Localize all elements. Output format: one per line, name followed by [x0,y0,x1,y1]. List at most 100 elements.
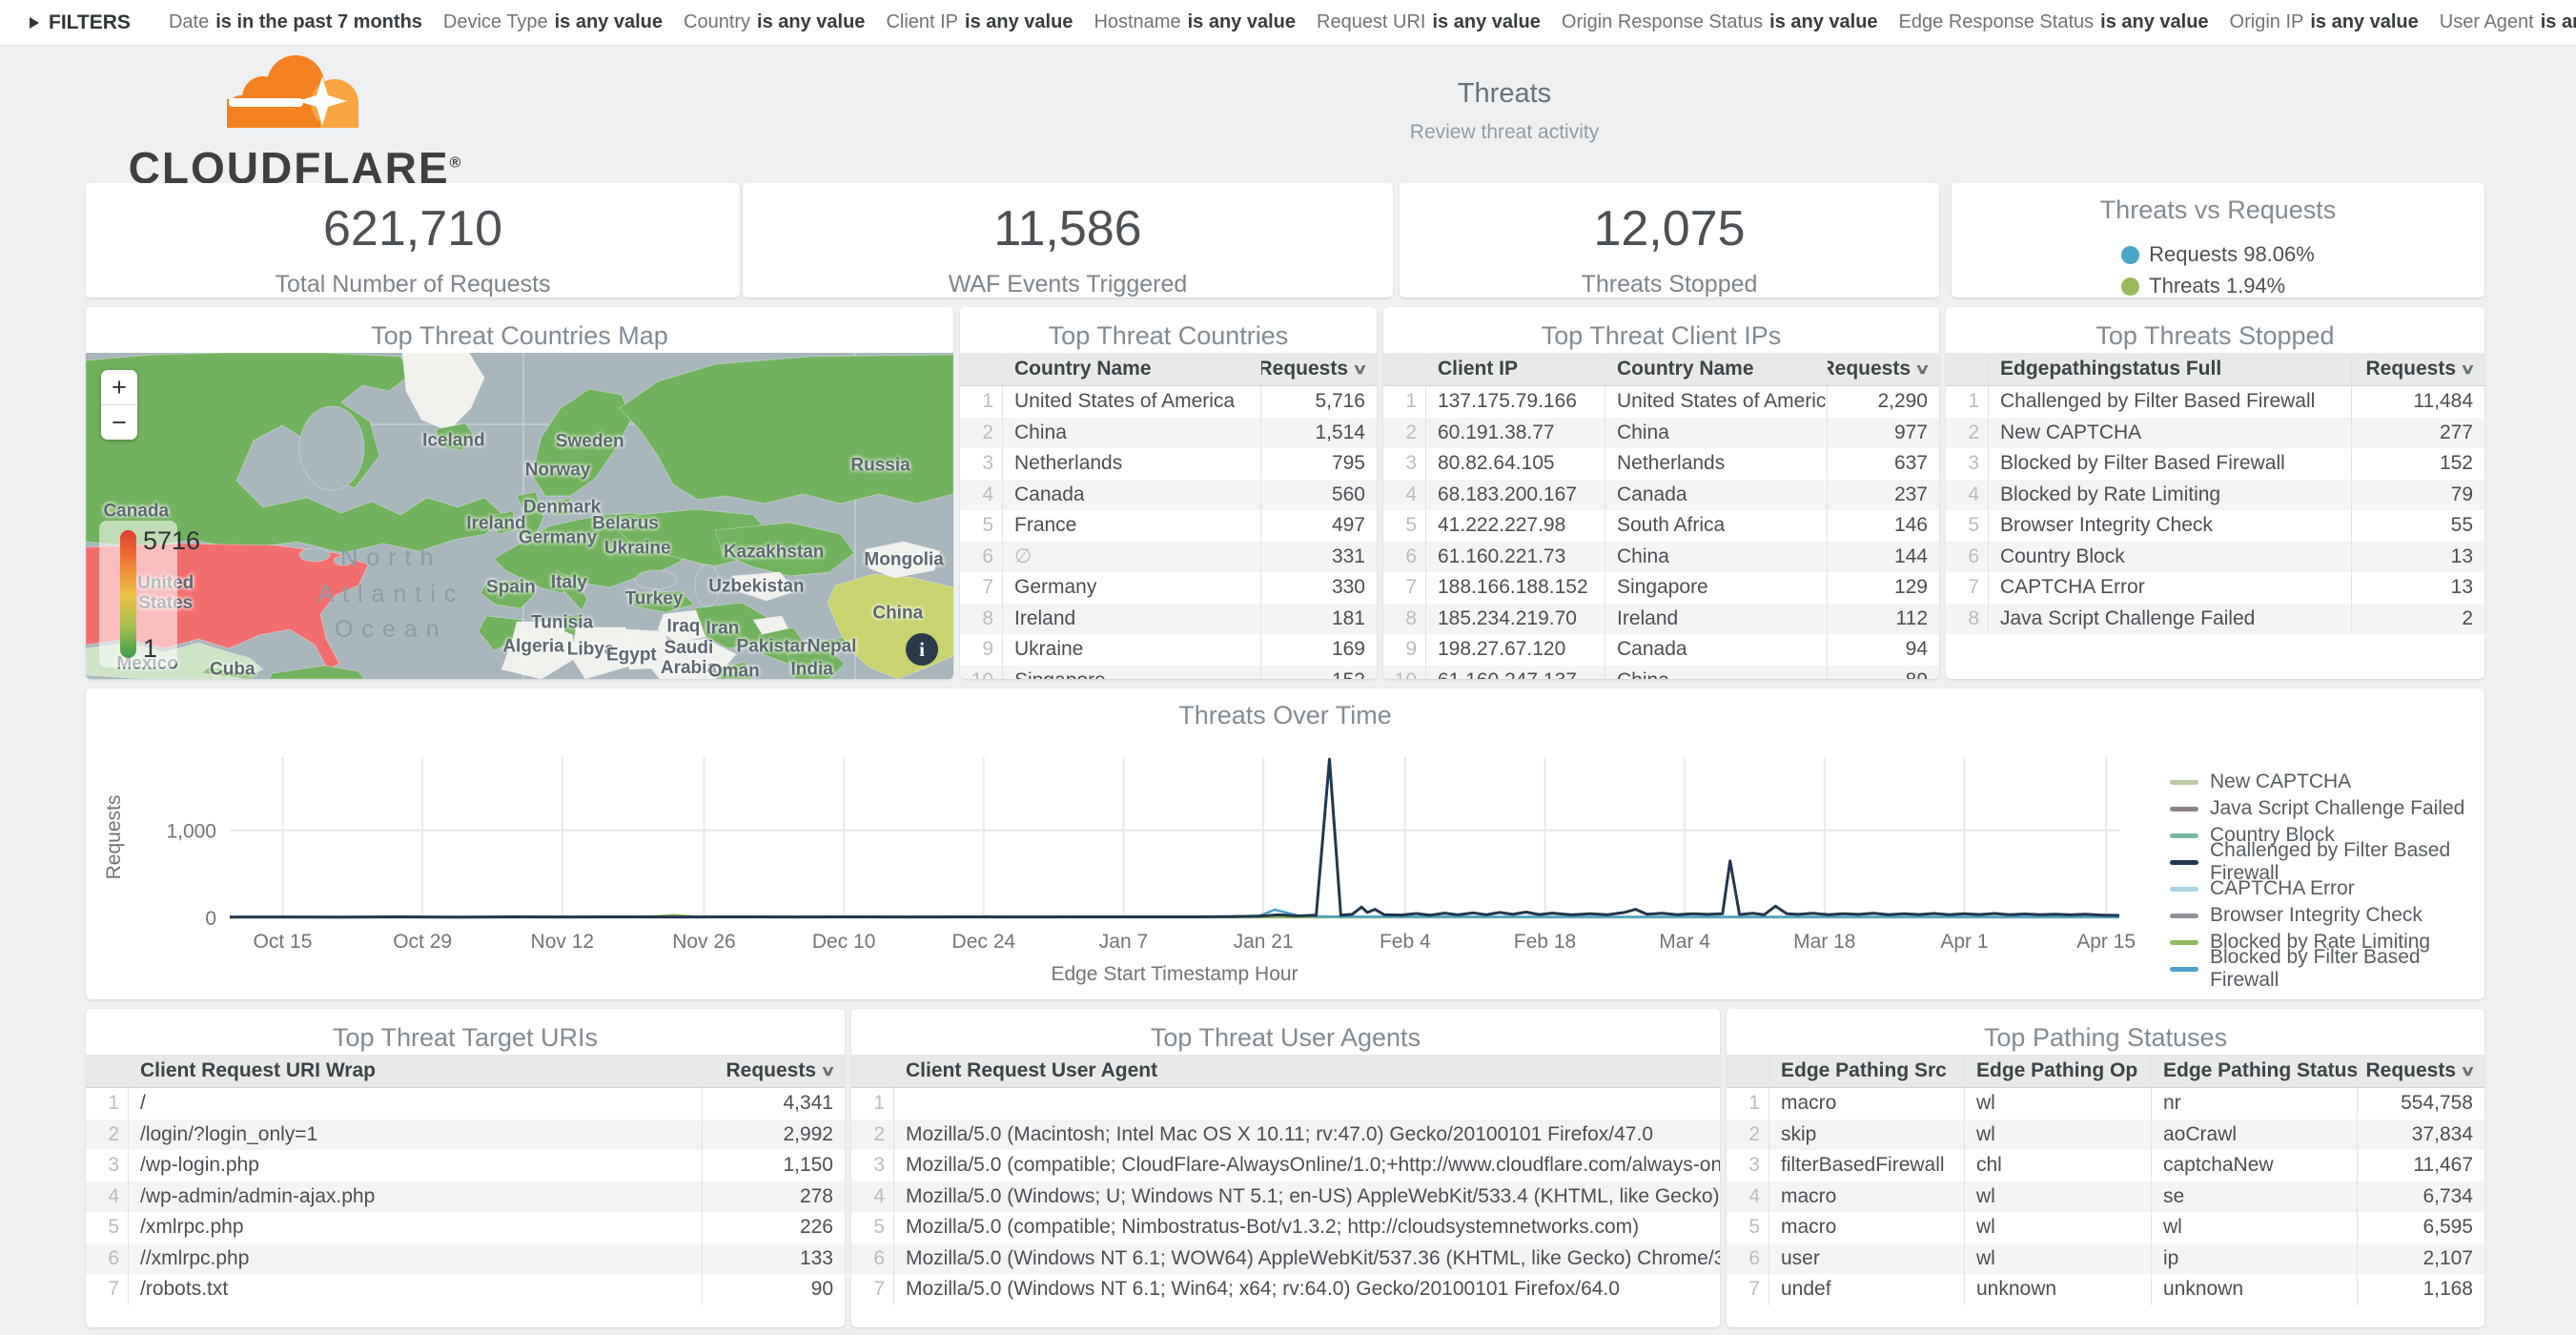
table-row[interactable]: 7 Mozilla/5.0 (Windows NT 6.1; Win64; x64… [851,1274,1720,1305]
table-row[interactable]: 9 198.27.67.120 Canada 94 [1383,634,1939,666]
table-row[interactable]: 8 185.234.219.70 Ireland 112 [1383,603,1939,634]
table-row[interactable]: 10Singapore152 [960,665,1377,679]
chart-legend-item[interactable]: Browser Integrity Check [2170,902,2484,929]
table-row[interactable]: 6 Mozilla/5.0 (Windows NT 6.1; WOW64) App… [851,1243,1720,1274]
table-row[interactable]: 1 137.175.79.166 United States of America 2… [1383,386,1939,418]
card-title: Top Threat Countries [1048,321,1289,350]
filter-item[interactable]: Edge Response Status is any value [1899,11,2209,33]
chart-legend-item[interactable]: Challenged by Filter Based Firewall [2170,839,2484,884]
table-row[interactable]: 4 Canada 560 [960,479,1377,510]
svg-text:Jan 21: Jan 21 [1234,931,1294,953]
table-row[interactable]: 2 60.191.38.77 China 977 [1383,417,1939,448]
table-row[interactable]: 2 China 1,514 [960,417,1377,448]
table-row[interactable]: 2 New CAPTCHA 277 [1946,417,2484,448]
table-row[interactable]: 7 Germany 330 [960,572,1377,604]
column-header-sortable[interactable]: Requests ∨ [702,1055,845,1087]
scale-min-value: 1 [143,634,158,663]
legend-label: Browser Integrity Check [2210,904,2423,926]
table-row[interactable]: 1 macro wl nr 554,758 [1727,1088,2484,1119]
filter-item[interactable]: Request URI is any value [1317,11,1541,33]
filter-item[interactable]: Client IP is any value [886,11,1073,33]
table-row[interactable]: 4 Blocked by Rate Limiting 79 [1946,479,2484,510]
chart-legend-item[interactable]: Blocked by Filter Based Firewall [2170,946,2484,991]
table-row[interactable]: 6 Country Block 13 [1946,541,2484,572]
table-row[interactable]: 2/login/?login_only=1 2,992 [86,1119,845,1150]
table-header-row: Edgepathingstatus Full Requests ∨ [1946,353,2484,386]
table-row[interactable]: 6 61.160.221.73 China 144 [1383,541,1939,572]
legend-line-icon [2170,886,2198,892]
column-header-sortable[interactable]: Requests ∨ [2351,353,2484,385]
world-map[interactable]: CanadaUnitedStatesMexicoCubaIcelandIrela… [86,353,953,679]
table-row[interactable]: 5 Browser Integrity Check 55 [1946,510,2484,542]
table-row[interactable]: 2 skip wl aoCrawl 37,834 [1727,1119,2484,1150]
zoom-in-button[interactable]: + [112,372,127,401]
table-row[interactable]: 7/robots.txt 90 [86,1274,845,1305]
table-row[interactable]: 3 filterBasedFirewall chl captchaNew 11,467 [1727,1150,2484,1181]
table-row[interactable]: 6//xmlrpc.php 133 [86,1243,845,1274]
table-row[interactable]: 8 Ireland 181 [960,603,1377,634]
table-row[interactable]: 3/wp-login.php 1,150 [86,1150,845,1181]
table-row[interactable]: 3 Mozilla/5.0 (compatible; CloudFlare-Alw… [851,1150,1720,1181]
table-row[interactable]: 1/4,341 [86,1088,845,1119]
svg-text:Apr 15: Apr 15 [2076,931,2136,953]
filter-item[interactable]: Hostname is any value [1094,11,1296,33]
table-row[interactable]: 5 macro wl wl 6,595 [1727,1212,2484,1243]
table-row[interactable]: 4/wp-admin/admin-ajax.php 278 [86,1181,845,1212]
column-header: Edge Pathing Op [1964,1055,2151,1087]
table-row[interactable]: 7 undef unknown unknown 1,168 [1727,1274,2484,1305]
chart-legend-item[interactable]: Country Block [2170,822,2484,849]
filter-item[interactable]: Device Type is any value [443,11,663,33]
table-row[interactable]: 3 Blocked by Filter Based Firewall 152 [1946,448,2484,480]
filter-item[interactable]: Date is in the past 7 months [169,11,422,33]
top-threat-target-uris-card: Top Threat Target URIs Client Request UR… [86,1009,845,1327]
column-header-sortable[interactable]: Requests ∨ [1827,353,1939,385]
table-row[interactable]: 4 Mozilla/5.0 (Windows; U; Windows NT 5.1… [851,1181,1720,1212]
table-row[interactable]: 8 Java Script Challenge Failed 2 [1946,603,2484,634]
table-row[interactable]: 1 [851,1088,1720,1119]
chart-legend-item[interactable]: CAPTCHA Error [2170,875,2484,902]
top-threat-client-ips-table: Client IP Country Name Requests ∨ 1 137.175.7… [1383,353,1939,679]
filter-condition: is any value [2310,11,2419,32]
top-threat-countries-table: Country Name Requests ∨ 1 United States of A… [960,353,1377,679]
country-iraq [657,609,706,644]
chart-legend-item[interactable]: New CAPTCHA [2170,769,2484,795]
table-row[interactable]: 5 Mozilla/5.0 (compatible; Nimbostratus-B… [851,1212,1720,1243]
filter-item[interactable]: Origin Response Status is any value [1562,11,1878,33]
table-row[interactable]: 6 user wl ip 2,107 [1727,1243,2484,1274]
country-italy [554,569,588,611]
legend-label: Blocked by Rate Limiting [2210,931,2431,953]
table-row[interactable]: 5 41.222.227.98 South Africa 146 [1383,510,1939,542]
legend-line-icon [2170,779,2198,785]
table-row[interactable]: 3 Netherlands 795 [960,448,1377,480]
filter-item[interactable]: User Agent is any value [2440,11,2576,33]
table-row[interactable]: 5/xmlrpc.php 226 [86,1212,845,1243]
table-row[interactable]: 4 macro wl se 6,734 [1727,1181,2484,1212]
table-row[interactable]: 7 188.166.188.152 Singapore 129 [1383,572,1939,604]
filter-field: Origin Response Status [1561,11,1764,32]
zoom-out-button[interactable]: − [101,404,137,440]
filter-item[interactable]: Country is any value [684,11,865,33]
country-iceland [436,422,476,451]
filter-condition: is any value [1187,11,1296,32]
column-header-sortable[interactable]: Requests ∨ [1260,353,1377,385]
table-row[interactable]: 1061.160.247.137China89 [1383,665,1939,679]
table-row[interactable]: 1 Challenged by Filter Based Firewall 11,4… [1946,386,2484,418]
column-header-sortable[interactable]: Requests ∨ [2357,1055,2484,1087]
svg-text:Mar 18: Mar 18 [1793,931,1855,953]
map-info-button[interactable]: i [906,633,938,666]
chart-legend-item[interactable]: Java Script Challenge Failed [2170,795,2484,822]
table-row[interactable]: 6 ∅ 331 [960,541,1377,572]
filter-item[interactable]: Origin IP is any value [2230,11,2419,33]
table-row[interactable]: 2 Mozilla/5.0 (Macintosh; Intel Mac OS X … [851,1119,1720,1150]
top-threat-client-ips-card: Top Threat Client IPs Client IP Country N… [1383,307,1939,679]
chart-legend-item[interactable]: Blocked by Rate Limiting [2170,929,2484,955]
table-row[interactable]: 7 CAPTCHA Error 13 [1946,572,2484,604]
table-row[interactable]: 9 Ukraine 169 [960,634,1377,666]
table-row[interactable]: 3 80.82.64.105 Netherlands 637 [1383,448,1939,480]
table-row[interactable]: 1 United States of America 5,716 [960,386,1377,418]
world-map-canvas [86,353,953,679]
filters-toggle[interactable]: FILTERS [30,11,131,34]
table-row[interactable]: 5 France 497 [960,510,1377,542]
country-mongolia [865,541,941,579]
table-row[interactable]: 4 68.183.200.167 Canada 237 [1383,479,1939,510]
